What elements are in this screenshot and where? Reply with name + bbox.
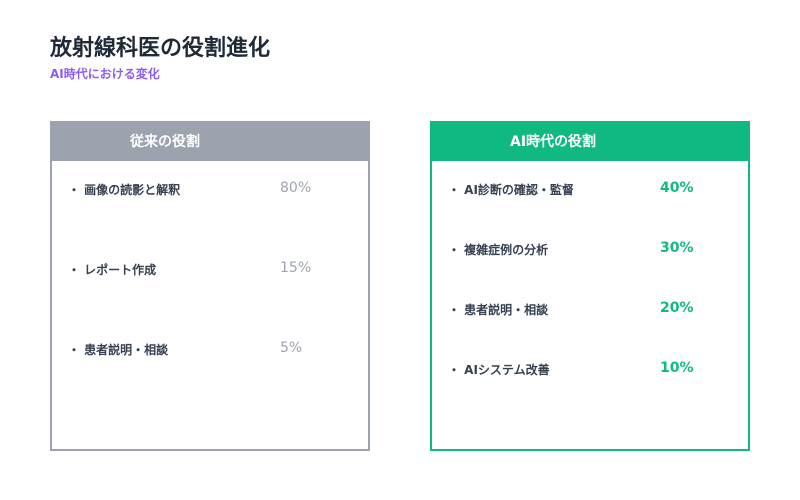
list-item-value: 5% [280, 340, 303, 356]
page-subtitle: AI時代における変化 [50, 67, 160, 81]
list-item-label: ・ 複雑症例の分析 [448, 243, 549, 257]
list-item-label: ・ 患者説明・相談 [448, 303, 549, 317]
list-item-value: 10% [660, 360, 694, 376]
list-item-value: 30% [660, 240, 694, 256]
list-item-label: ・ 患者説明・相談 [68, 343, 169, 357]
page-title: 放射線科医の役割進化 [50, 36, 271, 61]
card-header: 従来の役割 [52, 123, 368, 161]
list-item-value: 20% [660, 300, 694, 316]
list-item-label: ・ AIシステム改善 [448, 363, 550, 377]
card-header: AI時代の役割 [432, 123, 748, 161]
list-item-label: ・ レポート作成 [68, 263, 157, 277]
list-item-value: 40% [660, 180, 694, 196]
list-item-label: ・ AI診断の確認・監督 [448, 183, 574, 197]
list-item-value: 15% [280, 260, 312, 276]
ai-role-card: AI時代の役割 ・ AI診断の確認・監督 40% ・ 複雑症例の分析 30% ・… [430, 121, 750, 451]
list-item-value: 80% [280, 180, 312, 196]
traditional-role-card: 従来の役割 ・ 画像の読影と解釈 80% ・ レポート作成 15% ・ 患者説明… [50, 121, 370, 451]
list-item-label: ・ 画像の読影と解釈 [68, 183, 181, 197]
